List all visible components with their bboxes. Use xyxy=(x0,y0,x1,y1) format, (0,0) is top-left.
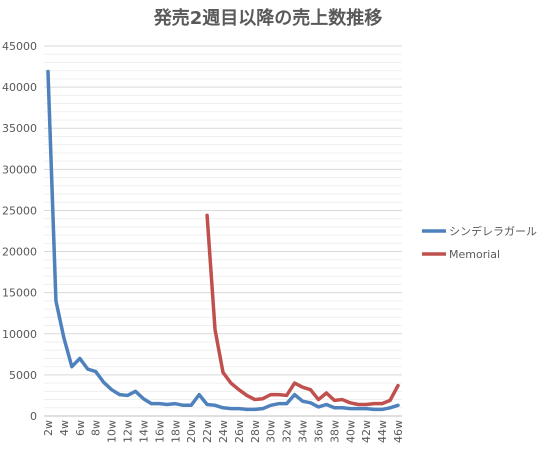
y-tick-label: 45000 xyxy=(2,40,37,53)
x-tick-label: 22w xyxy=(201,420,214,443)
x-tick-label: 34w xyxy=(297,420,310,443)
y-tick-label: 15000 xyxy=(2,287,37,300)
x-tick-label: 10w xyxy=(106,420,119,443)
x-tick-label: 16w xyxy=(153,420,166,443)
x-tick-label: 4w xyxy=(58,420,71,436)
y-tick-label: 30000 xyxy=(2,163,37,176)
series-group xyxy=(46,69,400,412)
x-tick-label: 28w xyxy=(249,420,262,443)
x-tick-label: 6w xyxy=(74,420,87,436)
gridlines xyxy=(44,45,402,417)
x-tick-label: 42w xyxy=(360,420,373,443)
y-tick-label: 35000 xyxy=(2,122,37,135)
x-tick-label: 12w xyxy=(122,420,135,443)
legend-label: シンデレラガール xyxy=(449,224,537,238)
x-tick-label: 44w xyxy=(376,420,389,443)
x-tick-label: 20w xyxy=(185,420,198,443)
y-tick-label: 0 xyxy=(30,410,37,423)
x-tick-label: 46w xyxy=(392,420,405,443)
x-tick-label: 2w xyxy=(42,420,55,436)
legend-label: Memorial xyxy=(449,248,500,261)
chart-title: 発売2週目以降の売上数推移 xyxy=(153,7,383,29)
series-line-1 xyxy=(46,69,400,412)
y-tick-label: 40000 xyxy=(2,81,37,94)
x-axis: 2w 4w 6w 8w 10w 12w 14w 16w 18w 20w 22w 24w 26w 28w 30… xyxy=(42,420,405,443)
y-axis: 0 5000 10000 15000 20000 25000 30000 35000 40000… xyxy=(2,40,37,423)
x-tick-label: 24w xyxy=(217,420,230,443)
x-tick-label: 32w xyxy=(281,420,294,443)
y-tick-label: 20000 xyxy=(2,246,37,259)
y-tick-label: 25000 xyxy=(2,204,37,217)
x-tick-label: 36w xyxy=(312,420,325,443)
y-tick-label: 5000 xyxy=(9,369,37,382)
x-tick-label: 30w xyxy=(265,420,278,443)
x-tick-label: 26w xyxy=(233,420,246,443)
legend: シンデレラガール Memorial xyxy=(422,224,537,261)
x-tick-label: 14w xyxy=(137,420,150,443)
x-tick-label: 38w xyxy=(328,420,341,443)
x-tick-label: 18w xyxy=(169,420,182,443)
y-tick-label: 10000 xyxy=(2,328,37,341)
x-tick-label: 8w xyxy=(90,420,103,436)
x-tick-label: 40w xyxy=(344,420,357,443)
series-line-2 xyxy=(205,213,400,407)
